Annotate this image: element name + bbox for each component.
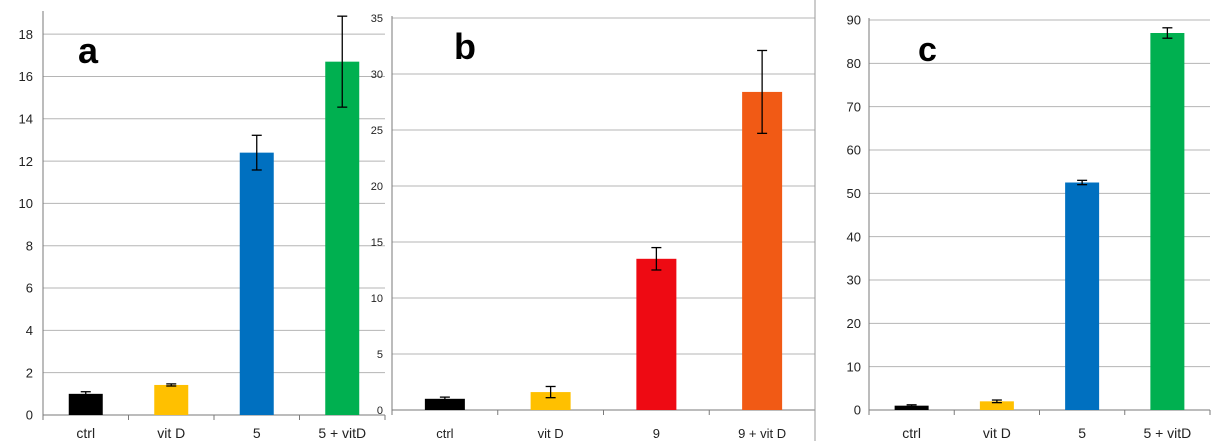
x-category-label: ctrl <box>436 426 453 441</box>
x-category-label: 5 + vitD <box>318 425 366 441</box>
y-tick-label: 18 <box>19 27 33 42</box>
y-tick-label: 30 <box>371 69 383 81</box>
y-tick-label: 10 <box>847 359 861 374</box>
y-tick-label: 0 <box>377 405 383 417</box>
y-tick-label: 16 <box>19 69 33 84</box>
y-tick-label: 2 <box>26 365 33 380</box>
x-category-label: vit D <box>538 426 564 441</box>
y-tick-label: 20 <box>847 316 861 331</box>
bar-3 <box>1065 182 1100 410</box>
bar-4 <box>325 61 360 416</box>
y-tick-label: 20 <box>371 181 383 193</box>
y-tick-label: 5 <box>377 349 383 361</box>
y-tick-label: 35 <box>371 13 383 25</box>
y-tick-label: 12 <box>19 154 33 169</box>
bar-2 <box>154 384 189 415</box>
chart-panel-c: 0 10 20 30 40 50 60 70 80 90 ctrl vit D 5 5 + vitD c <box>847 13 1211 441</box>
bar-3 <box>239 152 274 416</box>
x-category-label: vit D <box>983 425 1011 441</box>
x-category-label: ctrl <box>76 425 95 441</box>
x-category-label: ctrl <box>902 425 921 441</box>
y-tick-label: 0 <box>26 408 33 423</box>
bar-2 <box>979 401 1014 410</box>
y-tick-label: 80 <box>847 56 861 71</box>
panel-label: a <box>78 30 99 71</box>
bar-3 <box>636 258 677 410</box>
x-category-label: 5 + vitD <box>1143 425 1191 441</box>
y-tick-label: 25 <box>371 125 383 137</box>
panel-label: b <box>454 26 476 67</box>
y-tick-label: 90 <box>847 13 861 28</box>
panel-label: c <box>918 31 937 69</box>
x-category-label: 9 <box>653 426 660 441</box>
bar-2 <box>530 392 571 410</box>
bar-1 <box>894 405 929 410</box>
y-tick-label: 10 <box>371 293 383 305</box>
x-category-label: vit D <box>157 425 185 441</box>
y-tick-label: 30 <box>847 273 861 288</box>
y-tick-label: 6 <box>26 281 33 296</box>
y-tick-label: 4 <box>26 323 33 338</box>
x-category-label: 5 <box>1078 425 1086 441</box>
y-tick-label: 14 <box>19 111 33 126</box>
y-tick-label: 70 <box>847 99 861 114</box>
y-tick-label: 8 <box>26 238 33 253</box>
bar-1 <box>424 398 465 410</box>
chart-panel-a: 0 2 4 6 8 10 12 14 16 18 ctrl vit D 5 5 + vitD a <box>19 11 386 441</box>
bar-4 <box>742 91 783 411</box>
chart-panel-b: 0 5 10 15 20 25 30 35 ctrl vit D 9 9 + vit D b <box>371 0 816 441</box>
y-tick-label: 60 <box>847 143 861 158</box>
y-tick-label: 15 <box>371 237 383 249</box>
x-category-label: 9 + vit D <box>738 426 786 441</box>
bar-1 <box>68 393 103 415</box>
y-tick-label: 0 <box>854 403 861 418</box>
y-tick-label: 50 <box>847 186 861 201</box>
bar-4 <box>1150 33 1185 410</box>
y-tick-label: 40 <box>847 229 861 244</box>
y-tick-label: 10 <box>19 196 33 211</box>
x-category-label: 5 <box>253 425 261 441</box>
